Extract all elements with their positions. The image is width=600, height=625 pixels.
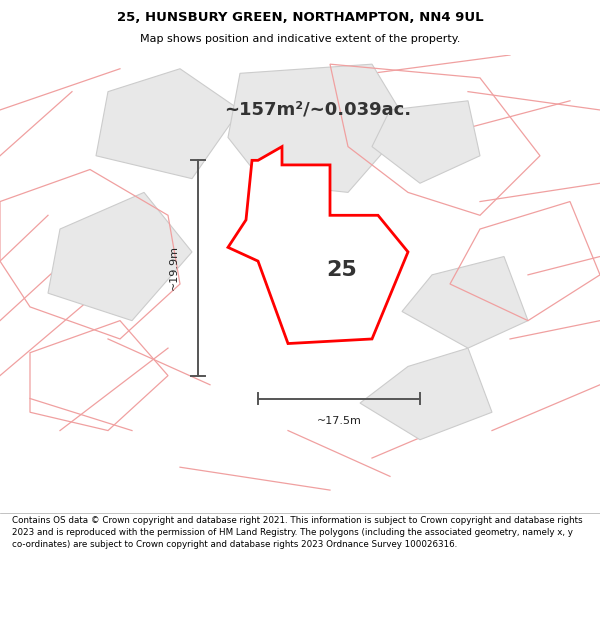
Polygon shape bbox=[360, 348, 492, 440]
Text: Map shows position and indicative extent of the property.: Map shows position and indicative extent… bbox=[140, 34, 460, 44]
Text: Contains OS data © Crown copyright and database right 2021. This information is : Contains OS data © Crown copyright and d… bbox=[12, 516, 583, 549]
Text: 25, HUNSBURY GREEN, NORTHAMPTON, NN4 9UL: 25, HUNSBURY GREEN, NORTHAMPTON, NN4 9UL bbox=[116, 11, 484, 24]
Polygon shape bbox=[228, 64, 408, 192]
Text: ~157m²/~0.039ac.: ~157m²/~0.039ac. bbox=[224, 101, 412, 119]
Polygon shape bbox=[372, 101, 480, 183]
Text: 25: 25 bbox=[326, 260, 358, 280]
Polygon shape bbox=[228, 147, 408, 344]
Polygon shape bbox=[48, 192, 192, 321]
Text: ~17.5m: ~17.5m bbox=[317, 416, 361, 426]
Polygon shape bbox=[96, 69, 240, 179]
Polygon shape bbox=[402, 256, 528, 348]
Text: ~19.9m: ~19.9m bbox=[169, 246, 179, 291]
